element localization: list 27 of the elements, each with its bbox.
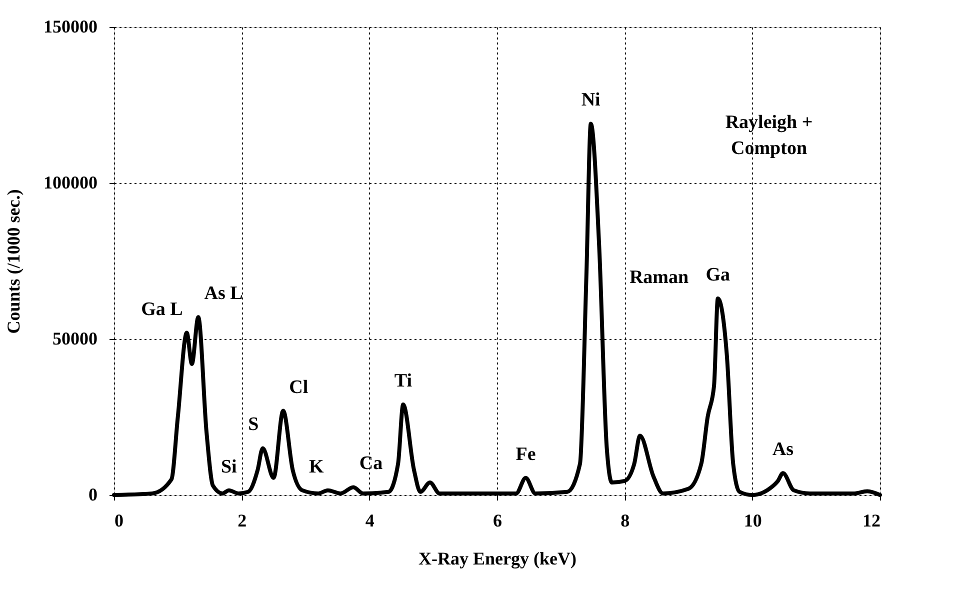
y-tick-label: 50000 xyxy=(52,328,98,348)
annotation: S xyxy=(248,414,259,436)
annotation: Ca xyxy=(359,453,384,474)
annotation: As xyxy=(772,439,794,460)
x-tick-label: 4 xyxy=(365,510,374,530)
y-axis-title: Counts (/1000 sec.) xyxy=(4,189,24,334)
x-tick-label: 12 xyxy=(862,510,880,530)
annotation: Raman xyxy=(629,267,689,288)
annotation: Ni xyxy=(581,90,600,111)
annotation: K xyxy=(309,456,324,478)
x-axis-title: X-Ray Energy (keV) xyxy=(418,548,576,568)
x-tick-label: 8 xyxy=(620,510,630,530)
x-tick-label: 6 xyxy=(493,510,502,530)
annotation: Ti xyxy=(394,370,412,392)
y-tick-label: 150000 xyxy=(44,16,98,36)
y-tick-label: 0 xyxy=(88,484,98,504)
x-tick-label: 10 xyxy=(744,510,762,530)
annotation: Fe xyxy=(516,444,536,465)
y-tick-label: 100000 xyxy=(44,172,98,192)
annotation: Si xyxy=(220,456,237,478)
x-tick-label: 2 xyxy=(238,510,247,530)
annotation: Ga L xyxy=(141,298,183,320)
annotation: Ga xyxy=(706,264,730,286)
x-tick-label: 0 xyxy=(114,510,124,530)
annotation: Cl xyxy=(289,376,308,398)
annotation: Rayleigh + Compton xyxy=(725,112,813,159)
annotation: As L xyxy=(204,283,243,304)
